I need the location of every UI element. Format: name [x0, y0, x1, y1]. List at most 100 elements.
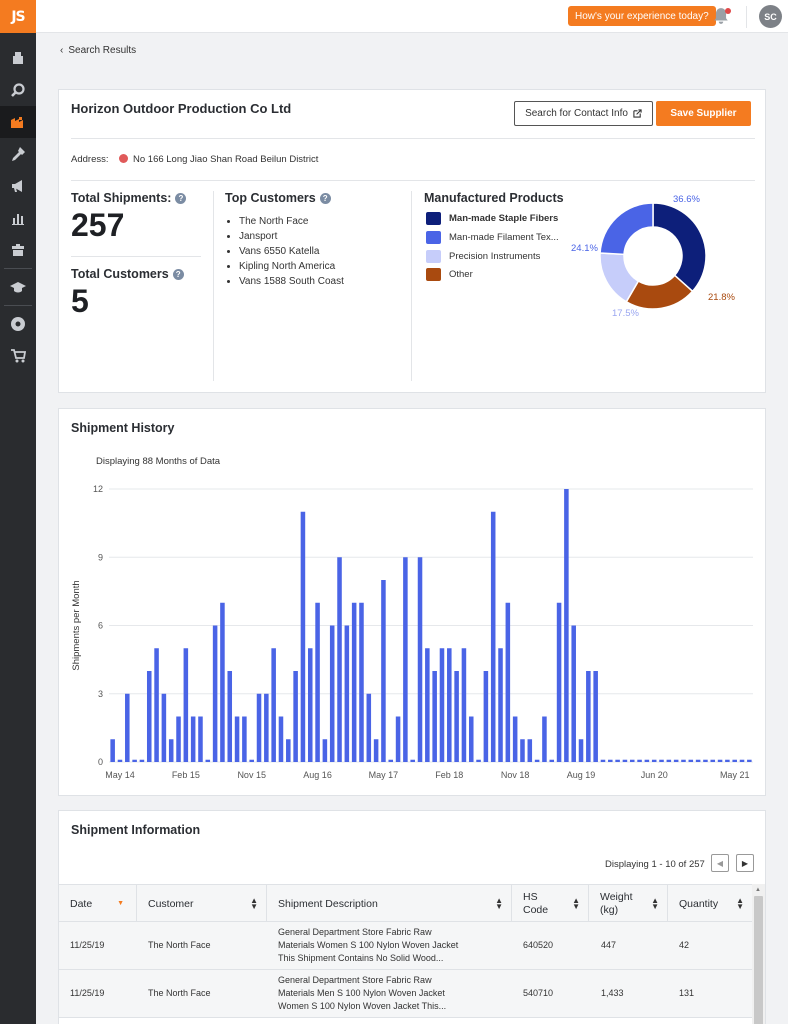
chart-bar[interactable] [403, 557, 408, 762]
chart-bar[interactable] [286, 739, 291, 762]
legend-item[interactable]: Precision Instruments [426, 250, 540, 263]
chart-bar[interactable] [176, 716, 181, 763]
column-quantity[interactable]: Quantity ▲ ▼ [668, 885, 752, 923]
list-item[interactable]: Vans 6550 Katella [239, 244, 344, 259]
help-icon[interactable]: ? [319, 192, 331, 204]
chart-bar[interactable] [527, 739, 533, 762]
chart-bar[interactable] [534, 759, 540, 762]
chart-bar[interactable] [725, 759, 730, 762]
chart-bar[interactable] [586, 671, 591, 762]
chart-bar[interactable] [359, 602, 364, 762]
chart-bar[interactable] [125, 693, 130, 762]
chart-bar[interactable] [476, 759, 481, 762]
chart-bar[interactable] [747, 759, 752, 762]
donut-slice[interactable] [652, 202, 707, 293]
chart-bar[interactable] [666, 759, 672, 762]
chart-bar[interactable] [234, 716, 240, 763]
chart-bar[interactable] [717, 759, 723, 762]
chart-bar[interactable] [542, 716, 547, 763]
chart-bar[interactable] [168, 739, 174, 762]
chart-bar[interactable] [556, 602, 562, 762]
chart-bar[interactable] [307, 648, 313, 762]
chart-bar[interactable] [637, 759, 642, 762]
nav-analytics[interactable] [0, 202, 36, 234]
donut-slice[interactable] [599, 202, 654, 256]
user-avatar[interactable]: SC [759, 5, 782, 28]
column-hs-code[interactable]: HS Code ▲ ▼ [512, 885, 589, 923]
legend-item[interactable]: Other [426, 268, 473, 281]
nav-home[interactable] [0, 42, 36, 74]
chart-bar[interactable] [110, 739, 115, 762]
chart-bar[interactable] [564, 489, 569, 762]
chart-bar[interactable] [512, 716, 518, 763]
chart-bar[interactable] [139, 759, 145, 762]
chart-bar[interactable] [410, 759, 415, 762]
chart-bar[interactable] [183, 648, 189, 762]
chart-bar[interactable] [190, 716, 196, 763]
scroll-up-icon[interactable]: ▲ [755, 887, 761, 893]
chart-bar[interactable] [329, 625, 335, 763]
chart-bar[interactable] [695, 759, 701, 762]
chart-bar[interactable] [293, 671, 298, 762]
chart-bar[interactable] [710, 759, 716, 762]
chart-bar[interactable] [454, 671, 459, 762]
list-item[interactable]: Vans 1588 South Coast [239, 274, 344, 289]
chart-bar[interactable] [681, 759, 686, 762]
chart-bar[interactable] [220, 602, 225, 762]
nav-tools[interactable] [0, 138, 36, 170]
chart-bar[interactable] [227, 671, 233, 762]
table-scrollbar[interactable]: ▲ [752, 884, 765, 1024]
chart-bar[interactable] [651, 759, 657, 762]
table-row[interactable]: 11/25/19 The North Face General Departme… [59, 970, 752, 1018]
feedback-button[interactable]: How's your experience today? [568, 6, 716, 26]
chart-bar[interactable] [198, 716, 203, 763]
chart-bar[interactable] [549, 759, 555, 762]
chart-bar[interactable] [351, 602, 357, 762]
scrollbar-thumb[interactable] [754, 896, 763, 1024]
chart-bar[interactable] [300, 511, 306, 762]
chart-bar[interactable] [432, 671, 437, 762]
column-date[interactable]: Date ▼ [59, 885, 137, 923]
chart-bar[interactable] [146, 671, 152, 762]
chart-bar[interactable] [439, 648, 445, 762]
chart-bar[interactable] [461, 648, 467, 762]
nav-search[interactable] [0, 74, 36, 106]
chart-bar[interactable] [608, 759, 613, 762]
chart-bar[interactable] [366, 693, 372, 762]
chart-bar[interactable] [615, 759, 620, 762]
app-logo[interactable]: JS [0, 0, 36, 33]
chart-bar[interactable] [629, 759, 635, 762]
chart-bar[interactable] [520, 739, 525, 762]
list-item[interactable]: Kipling North America [239, 259, 344, 274]
chart-bar[interactable] [381, 580, 386, 762]
chart-bar[interactable] [659, 759, 664, 762]
nav-learn[interactable] [0, 234, 36, 266]
chart-bar[interactable] [732, 759, 737, 762]
chart-bar[interactable] [593, 671, 598, 762]
chart-bar[interactable] [571, 625, 576, 763]
chart-bar[interactable] [242, 716, 247, 763]
chart-bar[interactable] [322, 739, 328, 762]
legend-item[interactable]: Man-made Filament Tex... [426, 231, 559, 244]
nav-suppliers[interactable] [0, 106, 36, 138]
prev-page-button[interactable]: ◀ [711, 854, 729, 872]
table-row[interactable]: 11/25/19 The North Face General Departme… [59, 922, 752, 970]
chart-bar[interactable] [264, 693, 269, 762]
chart-bar[interactable] [468, 716, 474, 763]
chart-bar[interactable] [688, 759, 694, 762]
help-icon[interactable]: ? [175, 192, 187, 204]
chart-bar[interactable] [739, 759, 745, 762]
chart-bar[interactable] [600, 759, 606, 762]
chart-bar[interactable] [483, 671, 489, 762]
chart-bar[interactable] [154, 648, 159, 762]
column-description[interactable]: Shipment Description ▲ ▼ [267, 885, 512, 923]
chart-bar[interactable] [212, 625, 218, 763]
chart-bar[interactable] [425, 648, 430, 762]
chart-bar[interactable] [278, 716, 284, 763]
back-link[interactable]: ‹ Search Results [60, 45, 136, 56]
chart-bar[interactable] [417, 557, 423, 762]
chart-bar[interactable] [271, 648, 276, 762]
nav-marketing[interactable] [0, 170, 36, 202]
chart-bar[interactable] [337, 557, 342, 762]
legend-item[interactable]: Man-made Staple Fibers [426, 212, 558, 225]
